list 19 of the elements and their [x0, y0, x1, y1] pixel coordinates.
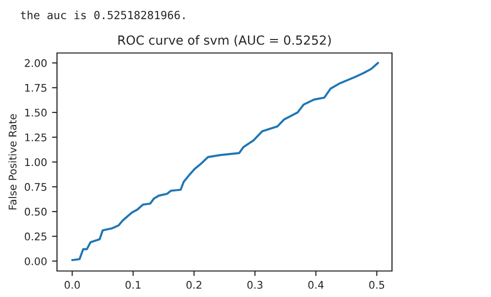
y-tick-label: 1.00	[25, 158, 47, 166]
y-tick-label: 2.00	[24, 59, 47, 68]
y-tick-label: 0.25	[24, 232, 46, 240]
y-axis-title: False Positive Rate	[8, 114, 17, 210]
line-series	[71, 62, 380, 262]
x-tick-label: 0.5	[369, 280, 384, 289]
y-tick-label: 0.00	[24, 257, 47, 266]
x-tick-label: 0.3	[247, 280, 262, 289]
x-tick-label: 0.1	[126, 280, 140, 289]
x-tick-label: 0.4	[308, 280, 324, 289]
y-tick-label: 0.50	[24, 208, 47, 216]
chart-title: ROC curve of svm (AUC = 0.5252)	[118, 35, 331, 46]
y-tick-label: 1.75	[25, 84, 46, 92]
y-tick-label: 0.75	[24, 183, 46, 191]
text: the auc is 0.52518281966.	[20, 10, 185, 20]
y-tick-label: 1.25	[25, 133, 46, 142]
y-tick-label: 1.50	[25, 108, 47, 117]
x-tick-label: 0.0	[64, 280, 80, 289]
x-tick-label: 0.2	[186, 280, 202, 289]
